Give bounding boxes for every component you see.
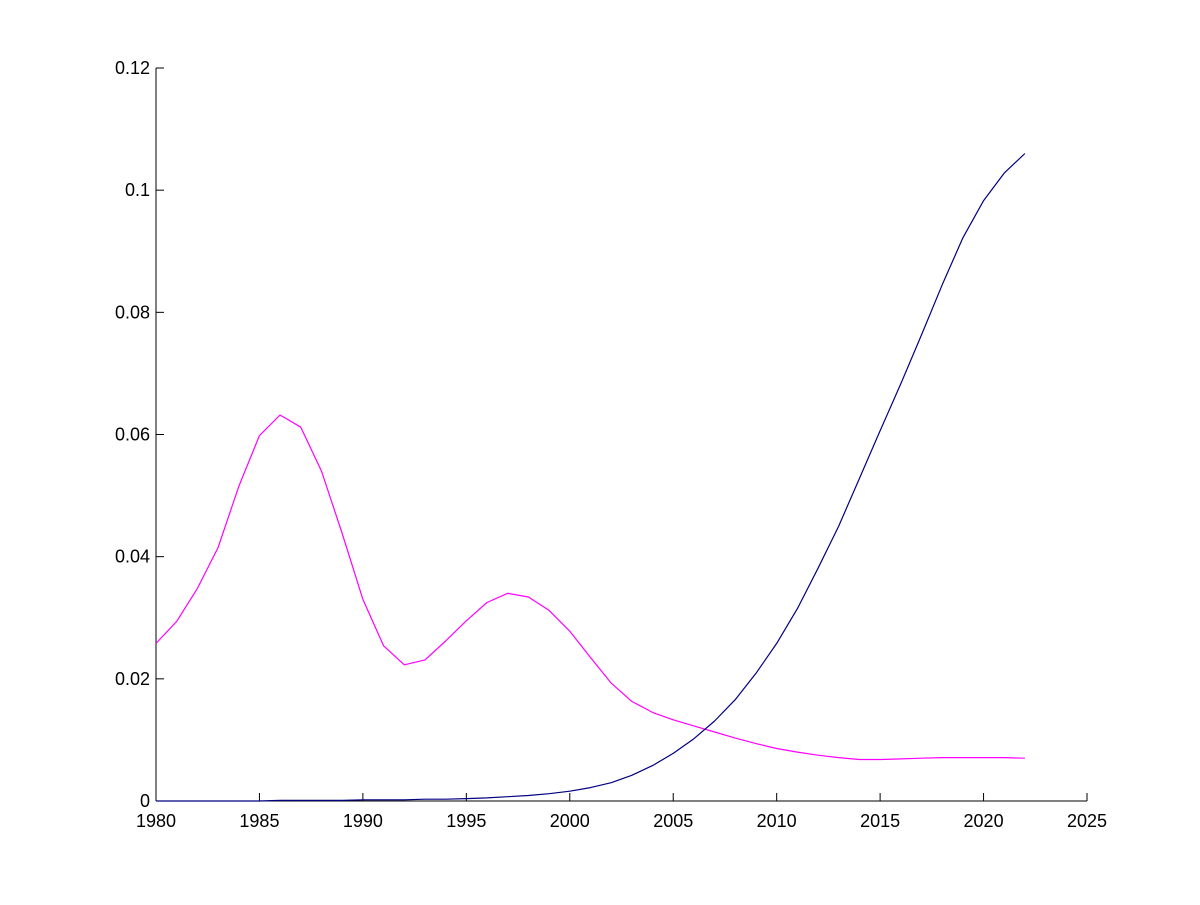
x-tick-label: 2005	[653, 811, 693, 831]
x-tick-label: 1990	[343, 811, 383, 831]
x-tick-label: 2025	[1067, 811, 1107, 831]
x-tick-label: 1995	[446, 811, 486, 831]
x-tick-label: 2020	[964, 811, 1004, 831]
y-tick-label: 0.04	[115, 547, 150, 567]
y-tick-label: 0.12	[115, 58, 150, 78]
axes: 1980 1985 1990 1995 2000 2005 2010 2015 2020 2025…	[115, 58, 1107, 831]
series-line-2	[156, 153, 1026, 802]
series-line-1	[155, 414, 1025, 761]
x-tick-label: 2015	[860, 811, 900, 831]
x-tick-label: 2010	[757, 811, 797, 831]
y-tick-label: 0	[140, 791, 150, 811]
y-tick-label: 0.1	[125, 180, 150, 200]
y-tick-label: 0.08	[115, 302, 150, 322]
series-layer	[155, 153, 1026, 802]
y-tick-label: 0.02	[115, 669, 150, 689]
x-tick-label: 2000	[550, 811, 590, 831]
x-tick-label: 1985	[239, 811, 279, 831]
x-tick-label: 1980	[136, 811, 176, 831]
y-tick-label: 0.06	[115, 425, 150, 445]
